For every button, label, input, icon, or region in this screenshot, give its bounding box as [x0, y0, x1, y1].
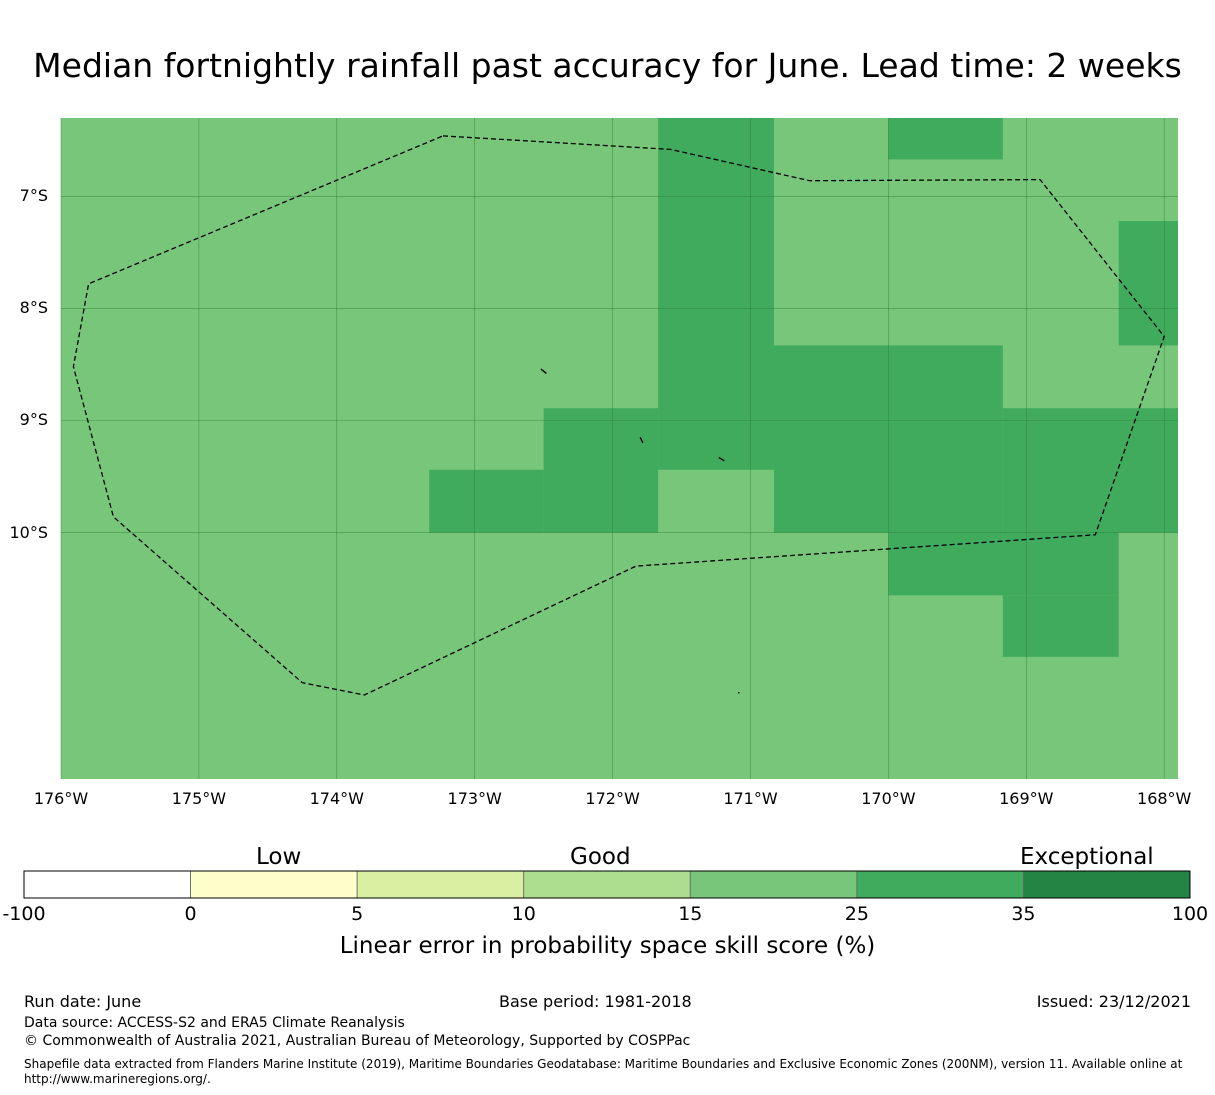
colorbar-swatch [190, 870, 358, 899]
lat-tick-label: 9°S [19, 410, 48, 430]
lon-tick-label: 176°W [33, 789, 89, 808]
skill-cell [658, 118, 774, 533]
eez-boundary [72, 135, 1165, 696]
lon-tick-label: 168°W [1137, 789, 1192, 808]
lon-tick-label: 172°W [585, 789, 640, 808]
island [540, 368, 547, 374]
colorbar-frame [23, 870, 1191, 899]
lon-tick-label: 175°W [171, 789, 227, 808]
colorbar-swatch [356, 870, 525, 899]
lon-tick-label: 174°W [309, 789, 364, 808]
skill-cell [658, 469, 774, 533]
colorbar-tick: 35 [1011, 903, 1036, 925]
colorbar-axis-label: Linear error in probability space skill … [339, 933, 876, 959]
lat-tick-label: 8°S [19, 298, 48, 318]
colorbar-tick: 0 [184, 903, 197, 925]
data-source: Data source: ACCESS-S2 and ERA5 Climate … [24, 1015, 405, 1031]
colorbar-tick: 25 [844, 903, 869, 925]
skill-cell [1118, 221, 1178, 346]
base-period: Base period: 1981-2018 [499, 992, 692, 1011]
lon-tick-label: 169°W [999, 789, 1054, 808]
island [718, 456, 725, 462]
colorbar-swatch [23, 870, 191, 899]
colorbar-swatch [1023, 870, 1191, 899]
map-area [60, 118, 1178, 779]
colorbar-tick: 15 [678, 903, 703, 925]
colorbar-tick: 10 [511, 903, 536, 925]
colorbar [23, 870, 1191, 899]
colorbar-tick: 5 [351, 903, 364, 925]
shapefile-credit: Shapefile data extracted from Flanders M… [24, 1057, 1183, 1086]
colorbar-swatch [689, 870, 858, 899]
lat-tick-label: 10°S [9, 522, 48, 542]
colorbar-tick: 100 [1171, 903, 1209, 925]
run-date: Run date: June [24, 992, 142, 1011]
issued-date: Issued: 23/12/2021 [1036, 992, 1191, 1011]
lon-tick-label: 170°W [861, 789, 916, 808]
map-title: Median fortnightly rainfall past accurac… [33, 46, 1182, 85]
island [639, 436, 644, 444]
lon-tick-label: 173°W [447, 789, 502, 808]
skill-cell [543, 408, 659, 533]
skill-cell [888, 118, 1003, 160]
skill-cell [429, 469, 544, 533]
skill-cell [1002, 408, 1178, 533]
lat-tick-label: 7°S [19, 186, 48, 206]
colorbar-tick: -100 [2, 903, 46, 925]
colorbar-swatch [856, 870, 1024, 899]
skill-cell [1002, 595, 1119, 657]
legend-band-good: Good [570, 844, 631, 870]
lon-tick-label: 171°W [723, 789, 778, 808]
copyright: © Commonwealth of Australia 2021, Austra… [24, 1033, 691, 1049]
legend-band-low: Low [256, 844, 302, 870]
legend-band-exceptional: Exceptional [1020, 844, 1154, 870]
colorbar-swatch [523, 870, 691, 899]
skill-cell [888, 532, 1119, 596]
